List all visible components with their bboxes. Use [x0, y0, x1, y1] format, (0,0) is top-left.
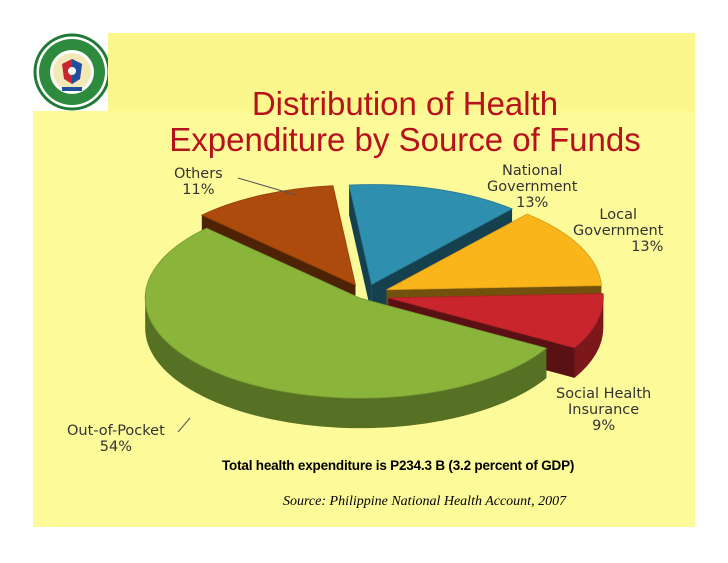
label-shi-line2: Insurance	[568, 402, 640, 418]
label-national-line1: National	[502, 163, 563, 179]
label-local-line2: Government	[573, 223, 664, 239]
slice-top-national-government	[348, 184, 514, 286]
chart-title-line1: Distribution of Health	[251, 85, 559, 122]
title-band	[33, 33, 695, 111]
slice-top-out-of-pocket	[144, 227, 548, 399]
slice-rim-social-health-insurance-0	[574, 297, 604, 378]
label-local-government: Local Government 13%	[573, 207, 663, 255]
leader-out-of-pocket	[177, 417, 191, 433]
label-others-value: 11%	[182, 182, 215, 198]
label-local-value: 13%	[631, 239, 664, 255]
label-others: Others 11%	[174, 166, 223, 198]
slice-top-local-government	[386, 213, 602, 291]
label-social-health-insurance: Social Health Insurance 9%	[556, 386, 651, 434]
label-oop-value: 54%	[99, 439, 132, 455]
label-national-line2: Government	[487, 179, 578, 195]
source-note: Source: Philippine National Health Accou…	[283, 494, 567, 509]
slice-top-others	[200, 185, 356, 286]
slice-rim-out-of-pocket-0	[145, 298, 547, 429]
label-out-of-pocket: Out-of-Pocket 54%	[67, 423, 165, 455]
pie-layer	[144, 184, 604, 429]
label-others-line1: Others	[174, 166, 223, 182]
total-expenditure-note: Total health expenditure is P234.3 B (3.…	[222, 458, 575, 473]
label-oop-line1: Out-of-Pocket	[67, 423, 165, 439]
label-national-government: National Government 13%	[487, 163, 577, 211]
leader-others	[237, 177, 297, 196]
chart-title-line2: Expenditure by Source of Funds	[169, 121, 641, 158]
leader-lines	[177, 177, 297, 433]
slice-wall-national-government-0	[349, 185, 372, 315]
label-shi-value: 9%	[592, 418, 616, 434]
label-national-value: 13%	[516, 195, 549, 211]
label-local-line1: Local	[599, 207, 638, 223]
slice-top-social-health-insurance	[388, 293, 604, 349]
label-shi-line1: Social Health	[556, 386, 652, 402]
slice-out-of-pocket	[144, 227, 548, 429]
